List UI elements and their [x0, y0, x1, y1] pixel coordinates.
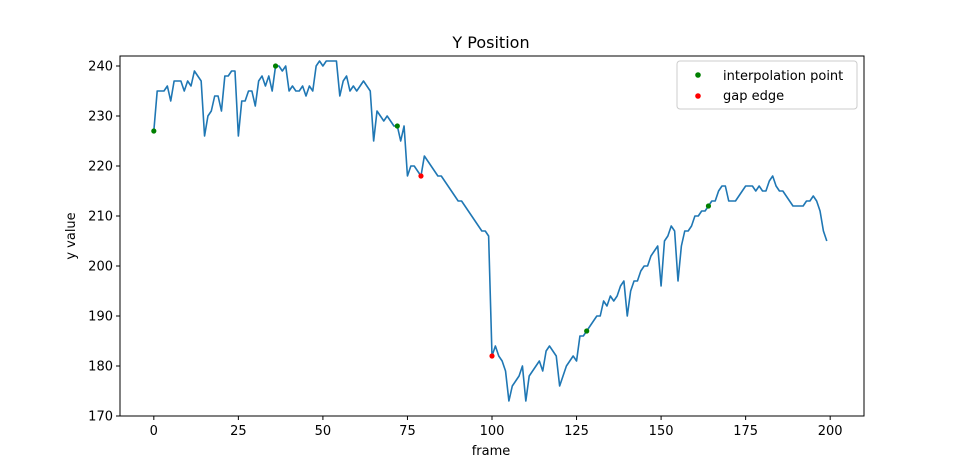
y-tick-label: 240	[88, 60, 113, 75]
y-tick-label: 180	[88, 360, 113, 375]
interpolation-point-marker	[706, 203, 711, 208]
x-tick-label: 200	[818, 424, 843, 439]
interpolation-point-marker	[395, 123, 400, 128]
gap-edge-marker	[489, 353, 494, 358]
x-tick-label: 175	[733, 424, 758, 439]
x-tick-label: 125	[564, 424, 589, 439]
chart-title: Y Position	[451, 33, 529, 52]
x-tick-label: 100	[480, 424, 505, 439]
gap-edge-marker	[418, 173, 423, 178]
y-axis: 170 180 190 200 210 220 230 240	[88, 60, 120, 425]
y-tick-label: 190	[88, 310, 113, 325]
interpolation-point-marker	[151, 128, 156, 133]
x-tick-label: 25	[230, 424, 247, 439]
x-tick-label: 75	[399, 424, 416, 439]
y-tick-label: 220	[88, 160, 113, 175]
plot-area	[120, 56, 864, 416]
x-axis: 0 25 50 75 100 125 150 175 200	[150, 416, 843, 439]
x-axis-label: frame	[472, 444, 511, 459]
interpolation-point-marker	[273, 63, 278, 68]
legend: interpolation point gap edge	[677, 61, 857, 109]
x-tick-label: 150	[649, 424, 674, 439]
y-axis-label: y value	[64, 212, 79, 259]
interpolation-point-marker	[584, 328, 589, 333]
y-tick-label: 230	[88, 110, 113, 125]
y-tick-label: 170	[88, 410, 113, 425]
legend-label-gap-edge: gap edge	[723, 89, 784, 104]
x-tick-label: 0	[150, 424, 158, 439]
legend-label-interpolation-point: interpolation point	[723, 69, 843, 84]
legend-marker-gap-edge	[695, 93, 701, 99]
y-tick-label: 210	[88, 210, 113, 225]
x-tick-label: 50	[315, 424, 332, 439]
y-tick-label: 200	[88, 260, 113, 275]
series-line-y-value	[154, 61, 827, 401]
plot-frame	[120, 56, 864, 416]
legend-marker-interpolation-point	[695, 72, 701, 78]
